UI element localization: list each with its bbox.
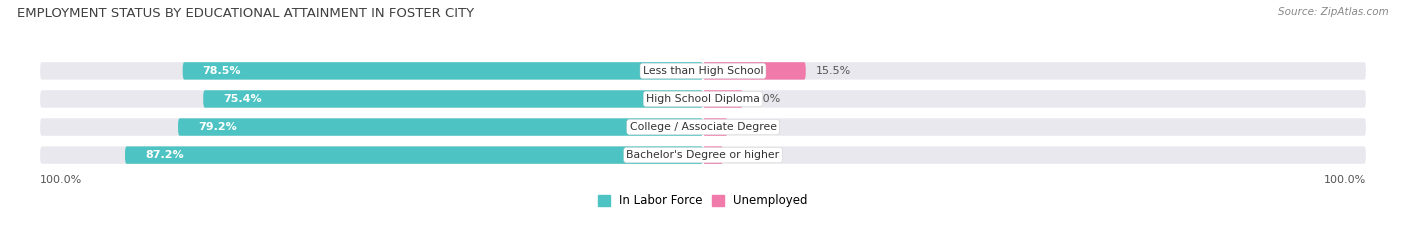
FancyBboxPatch shape xyxy=(703,146,723,164)
FancyBboxPatch shape xyxy=(41,62,703,80)
Text: 3.0%: 3.0% xyxy=(733,150,761,160)
Text: 75.4%: 75.4% xyxy=(224,94,262,104)
Text: 100.0%: 100.0% xyxy=(1323,175,1365,185)
Text: Bachelor's Degree or higher: Bachelor's Degree or higher xyxy=(627,150,779,160)
Legend: In Labor Force, Unemployed: In Labor Force, Unemployed xyxy=(593,190,813,212)
FancyBboxPatch shape xyxy=(41,146,703,164)
Text: 100.0%: 100.0% xyxy=(41,175,83,185)
FancyBboxPatch shape xyxy=(179,118,703,136)
Text: 78.5%: 78.5% xyxy=(202,66,240,76)
Text: 79.2%: 79.2% xyxy=(198,122,236,132)
Text: High School Diploma: High School Diploma xyxy=(647,94,759,104)
Text: Source: ZipAtlas.com: Source: ZipAtlas.com xyxy=(1278,7,1389,17)
FancyBboxPatch shape xyxy=(703,146,1365,164)
FancyBboxPatch shape xyxy=(41,90,703,108)
FancyBboxPatch shape xyxy=(183,62,703,80)
FancyBboxPatch shape xyxy=(703,62,1365,80)
Text: College / Associate Degree: College / Associate Degree xyxy=(630,122,776,132)
FancyBboxPatch shape xyxy=(703,90,742,108)
FancyBboxPatch shape xyxy=(204,90,703,108)
Text: EMPLOYMENT STATUS BY EDUCATIONAL ATTAINMENT IN FOSTER CITY: EMPLOYMENT STATUS BY EDUCATIONAL ATTAINM… xyxy=(17,7,474,20)
FancyBboxPatch shape xyxy=(703,62,806,80)
Text: 3.7%: 3.7% xyxy=(738,122,766,132)
FancyBboxPatch shape xyxy=(41,118,703,136)
FancyBboxPatch shape xyxy=(703,118,1365,136)
Text: 87.2%: 87.2% xyxy=(145,150,184,160)
FancyBboxPatch shape xyxy=(703,118,727,136)
Text: 6.0%: 6.0% xyxy=(752,94,780,104)
Text: Less than High School: Less than High School xyxy=(643,66,763,76)
Text: 15.5%: 15.5% xyxy=(815,66,851,76)
FancyBboxPatch shape xyxy=(125,146,703,164)
FancyBboxPatch shape xyxy=(703,90,1365,108)
